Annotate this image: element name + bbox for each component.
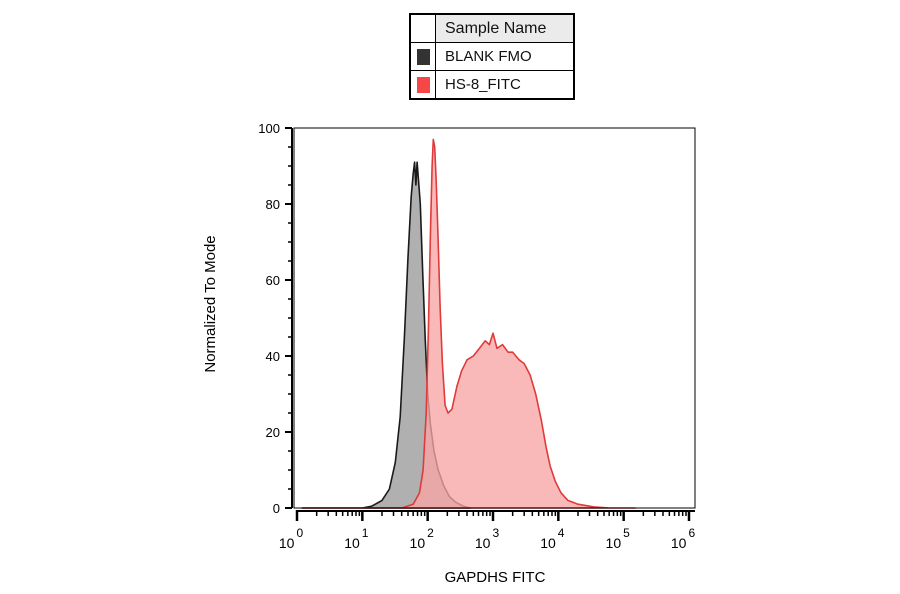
x-tick-label: 102 [410,526,435,551]
legend-entry-label: HS-8_FITC [445,76,521,93]
plot-frame [293,127,696,509]
x-tick-label: 105 [606,526,631,551]
x-axis: 100 101 102 103 104 105 106 [279,510,696,551]
y-tick-label: 40 [266,349,280,364]
legend-entry-hs-8-fitc: HS-8_FITC [411,70,573,98]
x-tick-label: 106 [671,526,696,551]
legend-swatch-blank-fmo [416,48,430,65]
legend-entry-label: BLANK FMO [445,48,532,65]
x-tick-label: 104 [540,526,565,551]
y-axis: 0 20 40 60 80 100 [258,121,293,516]
y-tick-label: 60 [266,273,280,288]
plot-area [301,138,636,509]
y-tick-label: 0 [273,501,280,516]
x-axis-label: GAPDHS FITC [445,569,546,586]
legend-header-label: Sample Name [445,20,547,37]
y-axis-label: Normalized To Mode [202,235,219,372]
x-tick-label: 100 [279,526,304,551]
legend: Sample Name BLANK FMO HS-8_FITC [409,13,575,100]
y-tick-label: 100 [258,121,280,136]
series-area-hs-8-fitc [301,138,636,509]
y-tick-label: 80 [266,197,280,212]
x-tick-label: 103 [475,526,500,551]
legend-entry-blank-fmo: BLANK FMO [411,42,573,70]
legend-swatch-hs-8-fitc [416,76,430,93]
legend-header: Sample Name [411,15,573,42]
y-tick-label: 20 [266,425,280,440]
x-tick-label: 101 [344,526,369,551]
